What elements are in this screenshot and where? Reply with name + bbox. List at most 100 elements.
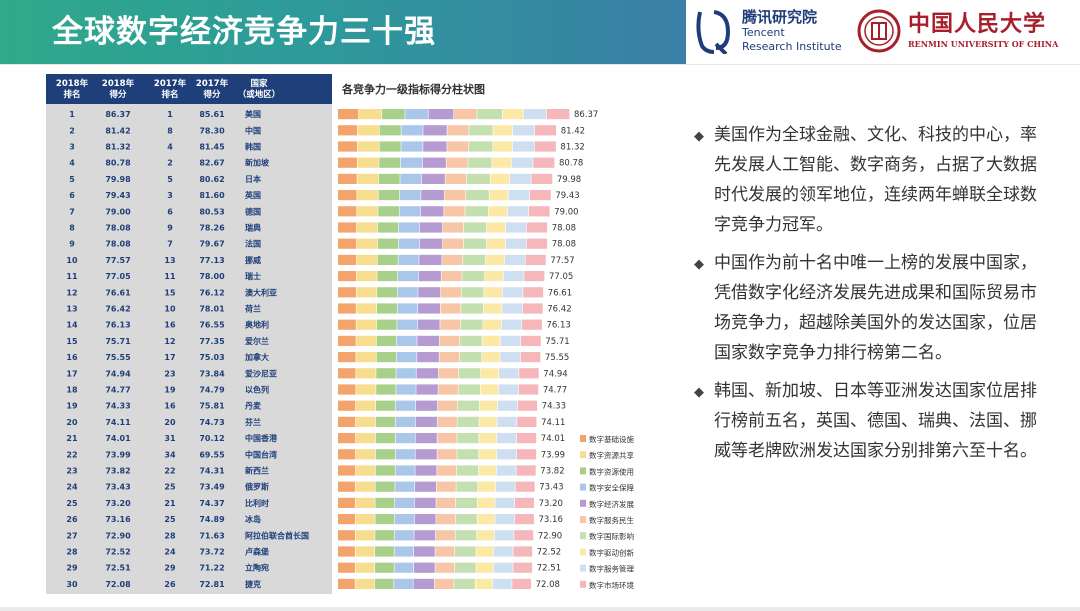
bar-segment xyxy=(422,157,446,168)
bar-segment xyxy=(356,271,377,282)
country-cell: 瑞典 xyxy=(245,223,261,233)
bar-segment xyxy=(375,514,395,525)
legend-swatch xyxy=(580,548,586,556)
bar-segment xyxy=(405,109,428,120)
bar-segment xyxy=(338,254,357,265)
diamond-bullet-icon: ◆ xyxy=(694,129,704,144)
score-2018-cell: 77.05 xyxy=(105,272,131,281)
bar-segment xyxy=(357,206,378,217)
score-2017-cell: 78.30 xyxy=(199,126,225,135)
bar-segment xyxy=(523,287,544,298)
bar-segment xyxy=(501,319,522,330)
table-header-cell: 排名 xyxy=(161,89,178,100)
bar-value-label: 72.08 xyxy=(536,580,560,590)
rank-2018-cell: 27 xyxy=(66,531,77,540)
bar-segment xyxy=(493,562,513,573)
rank-2017-cell: 28 xyxy=(164,531,176,540)
bar-segment xyxy=(523,109,547,120)
bar-value-label: 72.90 xyxy=(538,531,562,541)
bar-segment xyxy=(488,206,508,217)
bar-value-label: 73.43 xyxy=(539,483,563,493)
score-2017-cell: 73.49 xyxy=(199,483,225,492)
header: 全球数字经济竞争力三十强 腾讯研究院 Tencent Research Inst… xyxy=(0,0,1080,64)
bar-segment xyxy=(338,433,356,444)
bar-segment xyxy=(526,222,548,233)
bar-segment xyxy=(338,206,357,217)
rank-2017-cell: 34 xyxy=(164,450,176,459)
score-2018-cell: 76.42 xyxy=(105,305,130,314)
bar-value-label: 75.55 xyxy=(545,353,569,363)
score-2017-cell: 80.53 xyxy=(199,207,224,216)
table-header-cell: （或地区） xyxy=(238,89,281,100)
bar-segment xyxy=(417,319,440,330)
rank-2018-cell: 19 xyxy=(66,402,78,411)
country-cell: 美国 xyxy=(245,109,261,119)
bar-segment xyxy=(512,578,532,589)
rank-2017-cell: 1 xyxy=(167,110,173,119)
bar-segment xyxy=(493,125,513,136)
bar-value-label: 77.57 xyxy=(550,256,574,266)
score-2018-cell: 81.32 xyxy=(105,143,130,152)
bar-segment xyxy=(394,530,414,541)
score-2017-cell: 73.84 xyxy=(199,369,225,378)
score-2017-cell: 81.45 xyxy=(199,143,225,152)
table-header-cell: 2017年 xyxy=(196,78,229,89)
country-cell: 比利时 xyxy=(245,498,269,508)
bar-segment xyxy=(413,578,435,589)
bar-segment xyxy=(375,481,395,492)
bar-segment xyxy=(457,400,480,411)
score-2017-cell: 74.31 xyxy=(199,467,225,476)
bar-segment xyxy=(503,271,524,282)
bar-segment xyxy=(505,222,527,233)
bar-segment xyxy=(490,173,510,184)
country-cell: 丹麦 xyxy=(244,401,262,411)
bar-value-label: 79.43 xyxy=(555,191,579,201)
bar-segment xyxy=(463,238,487,249)
bar-segment xyxy=(497,416,517,427)
bar-segment xyxy=(357,141,379,152)
rank-2018-cell: 24 xyxy=(66,483,78,492)
bar-segment xyxy=(475,578,493,589)
bar-segment xyxy=(355,400,376,411)
bar-segment xyxy=(398,222,420,233)
bar-segment xyxy=(480,368,499,379)
bar-segment xyxy=(504,254,525,265)
table-header-cell: 2018年 xyxy=(102,78,135,89)
bar-segment xyxy=(499,368,519,379)
bar-segment xyxy=(498,384,519,395)
bar-segment xyxy=(355,449,376,460)
bar-segment xyxy=(515,481,535,492)
bar-segment xyxy=(356,319,377,330)
country-cell: 爱沙尼亚 xyxy=(245,368,277,378)
rank-2017-cell: 13 xyxy=(164,256,175,265)
bar-segment xyxy=(415,465,437,476)
bar-segment xyxy=(505,238,527,249)
bar-segment xyxy=(456,465,479,476)
bar-segment xyxy=(338,416,356,427)
legend-swatch xyxy=(580,564,586,572)
score-2018-cell: 78.08 xyxy=(105,240,131,249)
bar-segment xyxy=(463,222,487,233)
bar-segment xyxy=(514,497,535,508)
bar-segment xyxy=(355,416,376,427)
score-2017-cell: 72.81 xyxy=(199,580,225,589)
legend-swatch xyxy=(580,580,586,588)
bar-segment xyxy=(546,109,570,120)
bar-segment xyxy=(514,514,534,525)
bar-segment xyxy=(465,206,489,217)
bar-segment xyxy=(509,173,531,184)
bar-segment xyxy=(358,109,382,120)
bar-segment xyxy=(439,335,460,346)
bar-segment xyxy=(469,141,493,152)
country-cell: 挪威 xyxy=(245,255,261,265)
bar-segment xyxy=(435,546,455,557)
bar-segment xyxy=(421,173,445,184)
bar-segment xyxy=(395,497,415,508)
score-2017-cell: 81.60 xyxy=(199,191,225,200)
rank-2017-cell: 4 xyxy=(167,143,173,152)
bar-segment xyxy=(338,287,356,298)
bar-segment xyxy=(492,157,511,168)
bar-segment xyxy=(338,578,355,589)
bar-value-label: 73.20 xyxy=(539,499,563,509)
bar-segment xyxy=(338,465,356,476)
